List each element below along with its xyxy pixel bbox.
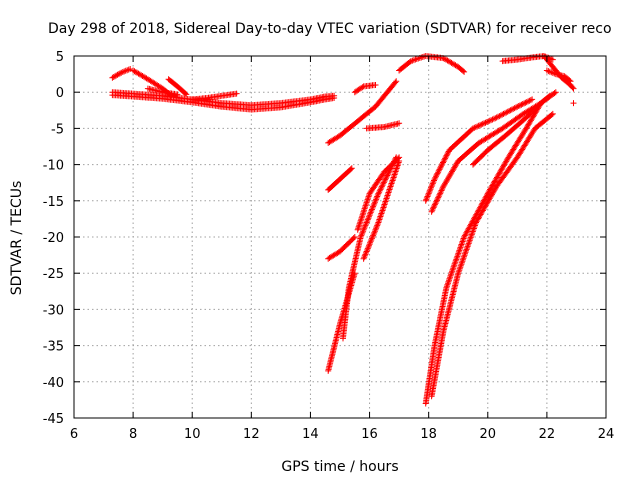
plus-markers [325, 234, 358, 262]
y-tick-label: -45 [43, 412, 64, 427]
plus-markers [354, 154, 403, 233]
series-arc-afternoon-7 [340, 154, 400, 342]
x-tick-label: 20 [480, 427, 497, 442]
x-tick-label: 8 [129, 427, 137, 442]
x-axis-label: GPS time / hours [281, 459, 398, 475]
plus-markers [351, 82, 379, 96]
x-tick-label: 14 [302, 427, 319, 442]
plus-markers [325, 78, 400, 146]
series-arc-evening-8 [543, 67, 574, 85]
y-tick-label: -40 [43, 376, 64, 391]
plus-markers [363, 120, 403, 132]
y-tick-label: -10 [43, 159, 64, 174]
y-tick-label: -20 [43, 231, 64, 246]
x-tick-label: 22 [539, 427, 556, 442]
plus-markers [109, 66, 134, 81]
series-band-day-lower [109, 92, 338, 113]
series-arc-evening-5 [470, 92, 553, 168]
data-series [109, 53, 577, 407]
x-tick-label: 12 [243, 427, 260, 442]
series-arc-late-1 [189, 90, 240, 103]
chart-title: Day 298 of 2018, Sidereal Day-to-day VTE… [48, 21, 612, 37]
y-tick-label: -30 [43, 303, 64, 318]
x-tick-label: 10 [184, 427, 201, 442]
plus-markers [543, 67, 574, 85]
y-tick-label: -15 [43, 195, 64, 210]
series-arc-afternoon-3 [325, 165, 355, 193]
plus-markers [470, 92, 553, 168]
series-arc-morning-1 [109, 66, 134, 81]
plus-markers [360, 158, 403, 262]
y-tick-label: 5 [56, 50, 64, 65]
series-arc-afternoon-8 [354, 154, 403, 233]
plus-markers [428, 110, 556, 400]
series-arc-afternoon-9 [360, 158, 403, 262]
y-tick-label: -5 [51, 122, 64, 137]
y-axis-label: SDTVAR / TECUs [9, 181, 25, 296]
plus-markers [570, 100, 577, 107]
series-arc-evening-1 [422, 100, 544, 407]
plus-markers [422, 100, 544, 407]
plus-markers [165, 76, 190, 98]
plus-markers [325, 165, 355, 193]
axis-ticks: 6 8 10 12 14 16 18 20 22 24 5 0 -5 -10 -15 -20 -25 -30 -35… [43, 50, 615, 442]
series-arc-morning-4 [144, 85, 181, 98]
y-tick-label: -35 [43, 340, 64, 355]
series-arc-evening-3 [422, 96, 536, 204]
series-arc-evening-2 [428, 110, 556, 400]
plus-markers [340, 154, 400, 342]
plus-markers [189, 90, 240, 103]
x-tick-label: 6 [70, 427, 78, 442]
grid-lines [74, 56, 606, 418]
y-tick-label: -25 [43, 267, 64, 282]
plus-markers [144, 85, 181, 98]
x-tick-label: 16 [361, 427, 378, 442]
series-arc-afternoon-4 [325, 78, 400, 146]
series-arc-afternoon-6 [363, 120, 403, 132]
series-arc-afternoon-5 [351, 82, 379, 96]
plus-markers [109, 92, 338, 113]
y-tick-label: 0 [56, 86, 64, 101]
series-arc-morning-3 [165, 76, 190, 98]
series-point-outlier [570, 100, 577, 107]
series-arc-afternoon-1 [325, 234, 358, 262]
x-tick-label: 18 [420, 427, 437, 442]
x-tick-label: 24 [598, 427, 615, 442]
plus-markers [422, 96, 536, 204]
